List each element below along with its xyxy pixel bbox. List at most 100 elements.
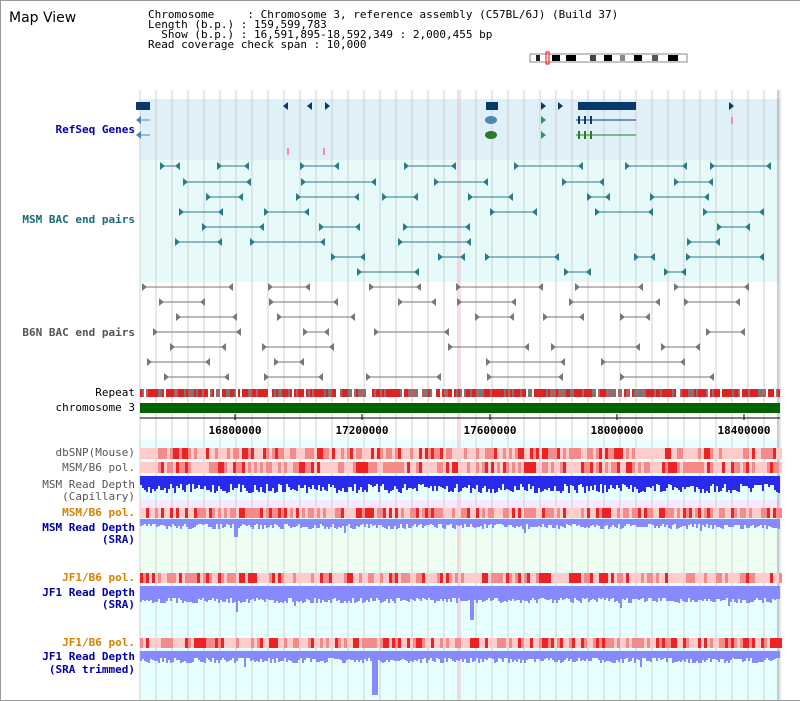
depth-bar	[304, 519, 306, 527]
depth-bar	[452, 586, 454, 598]
polymorphism-segment	[335, 448, 338, 459]
depth-bar	[434, 651, 436, 662]
b6n-bac-pair	[457, 298, 462, 306]
polymorphism-segment	[746, 462, 749, 473]
depth-bar	[662, 519, 664, 524]
polymorphism-segment	[251, 448, 254, 459]
depth-bar	[648, 651, 650, 661]
depth-bar	[288, 476, 290, 487]
depth-bar	[262, 586, 264, 600]
depth-bar	[336, 476, 338, 493]
polymorphism-segment	[461, 508, 464, 518]
depth-bar	[696, 651, 698, 661]
depth-bar	[272, 651, 274, 659]
msm-depth-sra-label[interactable]: MSM Read Depth	[42, 521, 135, 534]
polymorphism-segment	[755, 462, 758, 473]
depth-bar	[252, 586, 254, 599]
repeat-segment	[396, 389, 398, 397]
polymorphism-segment	[368, 508, 371, 518]
depth-bar	[440, 651, 442, 663]
msm-bac-pair	[595, 208, 600, 216]
polymorphism-segment	[662, 448, 665, 459]
polymorphism-segment	[239, 638, 242, 648]
b6n-bac-label[interactable]: B6N BAC end pairs	[22, 326, 135, 339]
jf1-pol-label-1[interactable]: JF1/B6 pol.	[62, 571, 135, 584]
polymorphism-segment	[479, 448, 482, 459]
depth-bar	[480, 519, 482, 526]
polymorphism-segment	[383, 573, 386, 583]
polymorphism-segment	[443, 508, 446, 518]
polymorphism-segment	[449, 508, 452, 518]
polymorphism-segment	[353, 508, 356, 518]
polymorphism-segment	[677, 573, 680, 583]
depth-bar	[190, 476, 192, 492]
polymorphism-segment	[644, 462, 647, 473]
polymorphism-segment	[776, 462, 779, 473]
polymorphism-segment	[296, 573, 299, 583]
depth-bar	[338, 476, 340, 490]
msm-pol-label-1[interactable]: MSM/B6 pol.	[62, 461, 135, 474]
polymorphism-segment	[422, 573, 425, 583]
b6n-bac-pair	[303, 328, 308, 336]
polymorphism-segment	[464, 638, 467, 648]
depth-bar	[738, 476, 740, 492]
chromosome-ideogram[interactable]	[529, 51, 688, 65]
b6n-bac-pair	[269, 298, 274, 306]
depth-bar	[402, 586, 404, 600]
depth-bar	[502, 476, 504, 484]
polymorphism-segment	[764, 573, 767, 583]
depth-bar	[762, 476, 764, 491]
polymorphism-segment	[578, 573, 581, 583]
msm-bac-pair	[682, 162, 687, 170]
polymorphism-segment	[305, 462, 308, 473]
depth-bar	[660, 651, 662, 660]
repeat-segment	[286, 389, 288, 397]
jf1-pol-label-2[interactable]: JF1/B6 pol.	[62, 636, 135, 649]
depth-bar	[206, 651, 208, 658]
msm-pol-label-2[interactable]: MSM/B6 pol.	[62, 506, 135, 519]
repeat-segment	[338, 389, 340, 397]
msm-depth-cap-label[interactable]: MSM Read Depth	[42, 478, 135, 491]
depth-bar	[644, 586, 646, 602]
polymorphism-segment	[173, 508, 176, 518]
polymorphism-segment	[419, 638, 422, 648]
polymorphism-segment	[602, 462, 605, 473]
ideogram-band	[668, 55, 678, 61]
polymorphism-segment	[200, 638, 203, 648]
msm-bac-label[interactable]: MSM BAC end pairs	[22, 213, 135, 226]
depth-bar	[730, 586, 732, 602]
polymorphism-segment	[689, 638, 692, 648]
depth-bar	[464, 476, 466, 487]
repeat-segment	[188, 389, 190, 397]
polymorphism-segment	[320, 508, 323, 518]
polymorphism-segment	[770, 573, 773, 583]
depth-bar	[556, 586, 558, 603]
depth-bar	[512, 476, 514, 492]
repeat-segment	[680, 389, 682, 397]
jf1-trim-label[interactable]: JF1 Read Depth	[42, 650, 135, 663]
depth-bar	[596, 476, 598, 491]
polymorphism-segment	[338, 508, 341, 518]
polymorphism-segment	[773, 638, 776, 648]
refseq-label[interactable]: RefSeq Genes	[56, 123, 135, 136]
depth-bar	[470, 651, 472, 658]
depth-bar	[346, 586, 348, 603]
polymorphism-segment	[437, 573, 440, 583]
depth-bar	[284, 586, 286, 601]
depth-bar	[394, 586, 396, 603]
depth-bar	[448, 519, 450, 525]
msm-bac-pair	[664, 268, 669, 276]
depth-bar	[316, 519, 318, 528]
depth-bar	[200, 586, 202, 600]
depth-bar	[352, 519, 354, 529]
polymorphism-segment	[431, 448, 434, 459]
polymorphism-segment	[164, 638, 167, 648]
depth-bar	[290, 651, 292, 661]
polymorphism-segment	[143, 508, 146, 518]
dbsnp-label[interactable]: dbSNP(Mouse)	[56, 446, 135, 459]
b6n-bac-pair	[558, 373, 563, 381]
jf1-depth-label[interactable]: JF1 Read Depth	[42, 586, 135, 599]
polymorphism-segment	[269, 573, 272, 583]
polymorphism-segment	[338, 448, 341, 459]
